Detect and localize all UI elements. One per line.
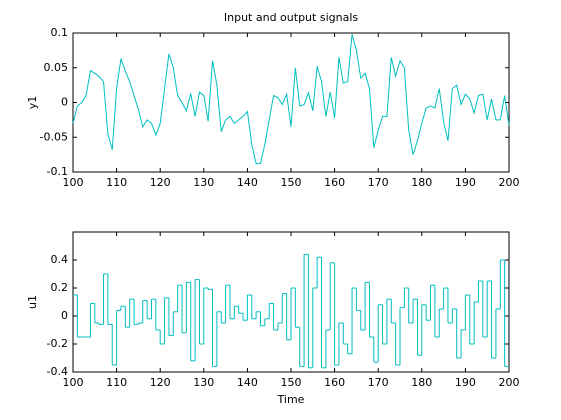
y-tick-label: 0 (61, 309, 68, 322)
x-tick-label: 150 (281, 376, 302, 389)
chart-title: Input and output signals (224, 11, 358, 24)
y-tick-label: 0.4 (51, 253, 69, 266)
x-tick-label: 200 (499, 376, 520, 389)
x-tick-label: 180 (411, 376, 432, 389)
x-tick-label: 200 (499, 176, 520, 189)
x-tick-label: 170 (368, 376, 389, 389)
x-tick-label: 100 (63, 376, 84, 389)
x-tick-label: 130 (193, 376, 214, 389)
y-tick-label: 0.2 (51, 281, 69, 294)
x-tick-label: 170 (368, 176, 389, 189)
x-tick-label: 120 (150, 376, 171, 389)
x-tick-label: 110 (106, 176, 127, 189)
y-tick-label: 0.05 (44, 61, 69, 74)
x-tick-label: 190 (455, 176, 476, 189)
x-tick-label: 140 (237, 376, 258, 389)
axes-box (72, 32, 510, 173)
x-tick-label: 160 (324, 176, 345, 189)
x-tick-label: 120 (150, 176, 171, 189)
y-axis-label: y1 (26, 96, 39, 110)
x-tick-label: 180 (411, 176, 432, 189)
y-tick-label: -0.4 (47, 365, 68, 378)
x-tick-label: 130 (193, 176, 214, 189)
x-tick-label: 100 (63, 176, 84, 189)
x-tick-label: 150 (281, 176, 302, 189)
y-tick-label: 0 (61, 96, 68, 109)
x-tick-label: 190 (455, 376, 476, 389)
y-tick-label: -0.05 (40, 130, 68, 143)
y-tick-label: -0.1 (47, 165, 68, 178)
x-tick-label: 140 (237, 176, 258, 189)
x-tick-label: 160 (324, 376, 345, 389)
x-axis-label: Time (277, 393, 305, 406)
data-line (72, 34, 510, 165)
y-axis-label: u1 (26, 295, 39, 309)
y-tick-label: -0.2 (47, 337, 68, 350)
x-tick-label: 110 (106, 376, 127, 389)
y-tick-label: 0.1 (51, 26, 69, 39)
